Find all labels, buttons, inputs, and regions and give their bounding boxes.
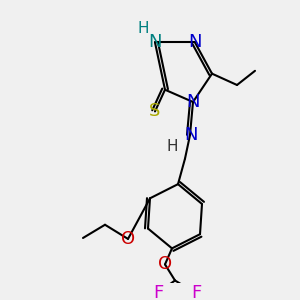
Text: S: S [149, 102, 161, 120]
Text: F: F [191, 284, 201, 300]
Text: O: O [121, 230, 135, 248]
Text: H: H [137, 21, 149, 36]
Text: N: N [184, 126, 198, 144]
Text: N: N [148, 34, 162, 52]
Text: O: O [158, 255, 172, 273]
Text: N: N [186, 93, 200, 111]
Text: N: N [188, 34, 202, 52]
Text: F: F [153, 284, 163, 300]
Text: H: H [166, 139, 178, 154]
